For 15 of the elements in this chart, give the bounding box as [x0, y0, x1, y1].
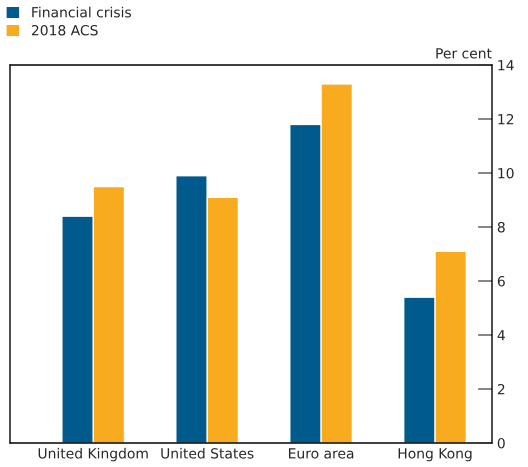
- y-tick-label: 6: [498, 276, 505, 286]
- y-tick-label: 0: [498, 438, 505, 448]
- x-tick-label: Hong Kong: [398, 448, 472, 462]
- x-tick-label: United Kingdom: [38, 448, 148, 462]
- y-tick-label: 14: [498, 60, 514, 70]
- legend-label: Financial crisis: [32, 6, 132, 18]
- y-tick-label: 4: [498, 330, 505, 340]
- x-tick-label: United States: [161, 448, 254, 459]
- y-axis-title: Per cent: [436, 48, 492, 59]
- y-tick-label: 12: [498, 114, 514, 124]
- x-tick-label: Euro area: [289, 448, 354, 459]
- y-tick-label: 10: [498, 168, 514, 178]
- y-tick-label: 2: [498, 384, 504, 394]
- legend-label: 2018 ACS: [32, 24, 98, 36]
- y-tick-label: 8: [498, 222, 505, 232]
